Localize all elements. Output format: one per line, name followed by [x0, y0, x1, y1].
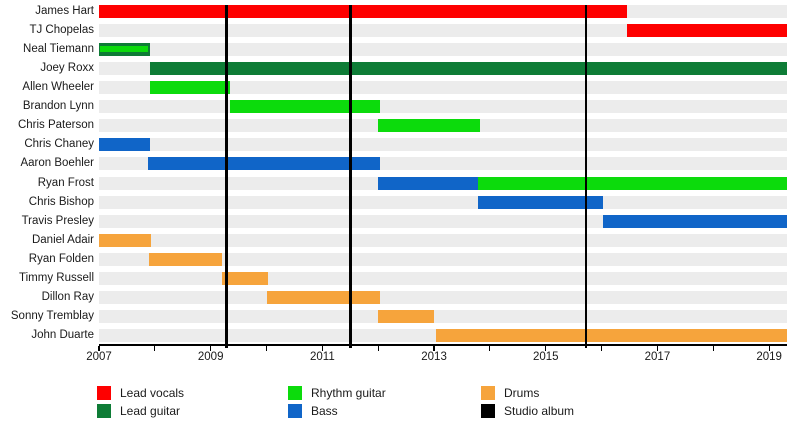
legend-label-lead-vocals: Lead vocals [120, 386, 185, 400]
x-axis-tick [265, 345, 268, 351]
lead-vocals-bar [626, 23, 787, 37]
legend-swatch-drums [481, 386, 495, 400]
x-axis-tick [210, 345, 212, 351]
member-name: Sonny Tremblay [10, 310, 94, 323]
legend-label-studio-album: Studio album [504, 404, 575, 418]
lead-vocals-bar [99, 4, 627, 18]
x-axis-tick [321, 345, 323, 351]
legend-label-lead-guitar: Lead guitar [120, 404, 181, 418]
x-axis-tick-label: 2013 [421, 351, 447, 363]
x-axis-tick-label: 2017 [644, 351, 671, 363]
legend-label-rhythm-guitar: Rhythm guitar [311, 386, 386, 400]
legend-swatch-lead-vocals [97, 386, 111, 400]
bass-bar [602, 214, 787, 228]
member-name: TJ Chopelas [29, 23, 94, 36]
member-name: John Duarte [31, 329, 94, 342]
member-name: Daniel Adair [31, 233, 94, 246]
x-axis-tick [377, 345, 379, 351]
drums-bar [149, 252, 222, 266]
row-track [99, 310, 787, 324]
x-axis-tick [545, 345, 547, 351]
x-axis-tick [433, 345, 435, 351]
rhythm-guitar-overlay-bar [100, 46, 149, 53]
row-track [99, 81, 787, 94]
x-axis-tick-label: 2015 [532, 351, 559, 363]
row-track [99, 291, 787, 305]
drums-bar [435, 329, 787, 343]
member-name: Allen Wheeler [22, 81, 94, 93]
lead-guitar-bar [99, 42, 151, 56]
member-name: Brandon Lynn [22, 100, 94, 113]
member-name: Chris Paterson [17, 119, 94, 132]
drums-bar [378, 310, 435, 324]
member-name: Dillon Ray [41, 291, 94, 304]
drums-bar [267, 291, 380, 305]
legend-swatch-bass [288, 404, 302, 418]
lead-guitar-bar [150, 61, 787, 75]
studio-album-marker [349, 4, 352, 348]
x-axis-tick [600, 345, 603, 351]
row-track [99, 138, 787, 152]
row-track [99, 42, 787, 56]
x-axis-tick [98, 345, 100, 351]
legend-swatch-rhythm-guitar [288, 386, 302, 400]
member-name: Neal Tiemann [23, 42, 94, 55]
bass-bar [378, 176, 478, 190]
member-name: Joey Roxx [40, 61, 94, 74]
x-axis-tick-label: 2007 [86, 351, 112, 363]
row-track [99, 100, 787, 114]
legend-swatch-studio-album [481, 404, 495, 418]
legend-swatch-lead-guitar [97, 404, 111, 418]
member-name: Ryan Frost [37, 176, 94, 189]
x-axis-tick [712, 345, 714, 351]
legend-label-drums: Drums [504, 386, 540, 400]
row-track [99, 195, 787, 209]
x-axis-tick [768, 345, 770, 351]
row-track [99, 23, 787, 37]
x-axis-tick-label: 2009 [197, 351, 224, 363]
bass-bar [477, 195, 604, 209]
rhythm-guitar-bar [230, 100, 380, 114]
member-name: Timmy Russell [19, 272, 94, 284]
row-track [99, 233, 787, 247]
x-axis-line [99, 344, 787, 346]
x-axis-tick [489, 345, 491, 351]
member-name: Chris Bishop [28, 195, 94, 208]
member-name: Travis Presley [21, 214, 94, 227]
member-name: Chris Chaney [24, 138, 94, 151]
x-axis-tick [656, 345, 659, 351]
bass-bar [99, 138, 151, 152]
studio-album-marker [225, 4, 228, 348]
rhythm-guitar-bar [477, 176, 787, 190]
drums-bar [99, 233, 151, 247]
rhythm-guitar-bar [150, 81, 231, 94]
rhythm-guitar-bar [378, 119, 481, 133]
member-name: Ryan Folden [28, 252, 94, 265]
member-name: James Hart [35, 4, 94, 17]
drums-bar [221, 272, 269, 285]
studio-album-marker [584, 4, 588, 348]
x-axis-tick-label: 2019 [756, 351, 782, 363]
row-track [99, 252, 787, 266]
legend-label-bass: Bass [311, 404, 338, 418]
row-track [99, 272, 787, 285]
bass-bar [148, 157, 380, 171]
member-name: Aaron Boehler [20, 157, 94, 170]
x-axis-tick-label: 2011 [310, 351, 335, 363]
x-axis-tick [154, 345, 156, 351]
